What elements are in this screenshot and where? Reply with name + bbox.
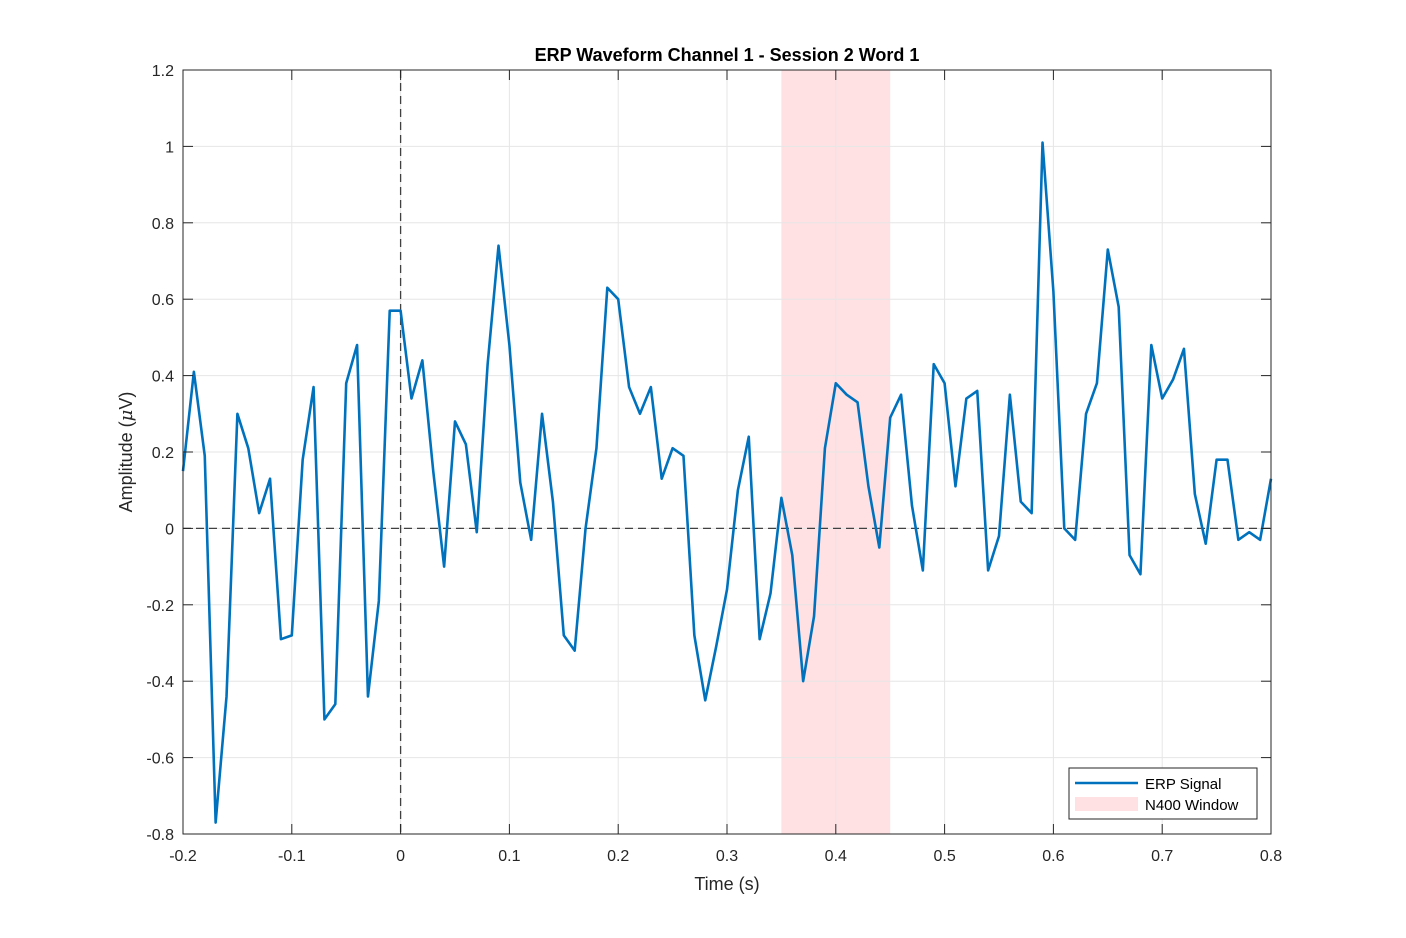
x-tick-label: 0.2 bbox=[607, 848, 629, 865]
tick-labels: -0.2 -0.1 0 0.1 0.2 0.3 0.4 0.5 0.6 0.7 0.8 -0.8 -0.… bbox=[146, 63, 1282, 865]
x-tick-label: -0.1 bbox=[278, 848, 306, 865]
chart-title: ERP Waveform Channel 1 - Session 2 Word … bbox=[535, 45, 920, 65]
series-layer bbox=[181, 141, 1273, 824]
x-axis-label: Time (s) bbox=[694, 874, 759, 894]
y-axis-label-mu: μ bbox=[116, 410, 137, 422]
y-tick-label: 0.6 bbox=[152, 292, 174, 309]
y-tick-label: 0.4 bbox=[152, 369, 174, 386]
y-tick-label: -0.6 bbox=[146, 751, 174, 768]
y-tick-label: 0.2 bbox=[152, 445, 174, 462]
y-axis-label-suffix: V) bbox=[116, 392, 136, 410]
x-tick-label: 0.5 bbox=[933, 848, 955, 865]
x-tick-label: 0.1 bbox=[498, 848, 520, 865]
y-tick-label: -0.8 bbox=[146, 827, 174, 844]
x-tick-label: 0.8 bbox=[1260, 848, 1282, 865]
legend-label-n400-window: N400 Window bbox=[1145, 797, 1239, 814]
x-tick-label: 0.4 bbox=[825, 848, 847, 865]
y-tick-label: -0.2 bbox=[146, 598, 174, 615]
reference-lines bbox=[183, 70, 1271, 834]
x-tick-label: 0.7 bbox=[1151, 848, 1173, 865]
x-tick-label: 0.6 bbox=[1042, 848, 1064, 865]
legend-label-erp-signal: ERP Signal bbox=[1145, 776, 1221, 793]
x-tick-label: -0.2 bbox=[169, 848, 197, 865]
erp-signal-line bbox=[181, 141, 1273, 824]
tick-layer bbox=[182, 69, 1272, 835]
legend: ERP Signal N400 Window bbox=[1068, 767, 1258, 820]
y-axis-label: Amplitude (μV) bbox=[116, 392, 137, 513]
legend-swatch-n400-window bbox=[1075, 797, 1138, 811]
x-tick-label: 0.3 bbox=[716, 848, 738, 865]
plot-area bbox=[181, 69, 1273, 835]
y-tick-label: 0 bbox=[165, 521, 174, 538]
legend-box bbox=[1068, 767, 1258, 820]
y-tick-label: 1 bbox=[165, 139, 174, 156]
y-tick-label: 0.8 bbox=[152, 216, 174, 233]
y-axis-label-prefix: Amplitude ( bbox=[116, 421, 136, 512]
y-tick-label: 1.2 bbox=[152, 63, 174, 80]
x-tick-label: 0 bbox=[396, 848, 405, 865]
y-tick-label: -0.4 bbox=[146, 674, 174, 691]
